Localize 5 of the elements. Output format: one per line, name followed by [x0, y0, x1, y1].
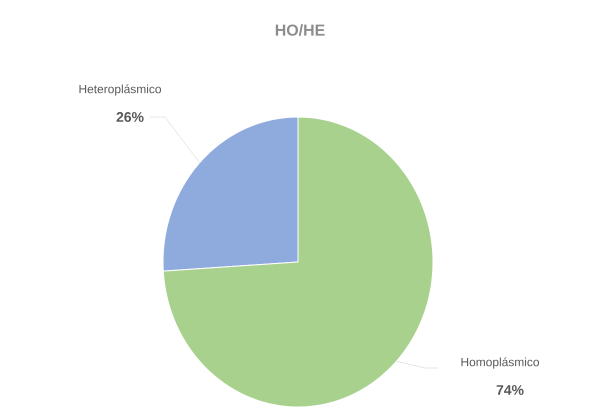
slice-label: Heteroplásmico: [79, 84, 162, 96]
data-label: 26%: [116, 112, 144, 122]
slice-label: Homoplásmico: [461, 357, 540, 369]
chart-title: HO/HE: [276, 24, 325, 36]
data-label: 74%: [496, 385, 524, 395]
